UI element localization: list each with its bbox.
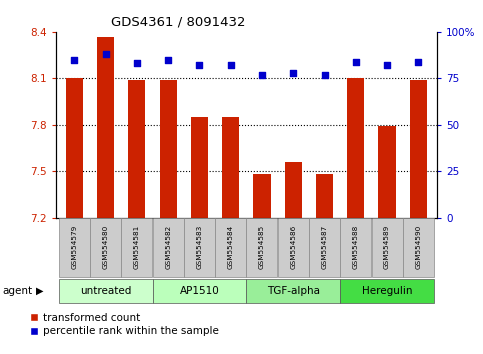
Text: GSM554580: GSM554580	[102, 225, 109, 269]
Bar	[128, 80, 145, 218]
Point	[227, 63, 235, 68]
Point	[71, 57, 78, 63]
Text: GSM554582: GSM554582	[165, 225, 171, 269]
Text: GSM554586: GSM554586	[290, 225, 296, 269]
Text: AP1510: AP1510	[180, 286, 219, 296]
Point	[383, 63, 391, 68]
Text: GDS4361 / 8091432: GDS4361 / 8091432	[112, 16, 246, 29]
Text: TGF-alpha: TGF-alpha	[267, 286, 320, 296]
FancyBboxPatch shape	[246, 279, 340, 303]
FancyBboxPatch shape	[215, 218, 246, 277]
Text: ▶: ▶	[36, 286, 43, 296]
Bar	[159, 80, 177, 218]
FancyBboxPatch shape	[371, 218, 402, 277]
FancyBboxPatch shape	[90, 218, 121, 277]
Text: GSM554581: GSM554581	[134, 225, 140, 269]
Bar	[410, 80, 427, 218]
Text: Heregulin: Heregulin	[362, 286, 412, 296]
Bar	[97, 36, 114, 218]
FancyBboxPatch shape	[153, 218, 184, 277]
Text: GSM554587: GSM554587	[322, 225, 327, 269]
Point	[102, 51, 110, 57]
Point	[164, 57, 172, 63]
Legend: transformed count, percentile rank within the sample: transformed count, percentile rank withi…	[29, 313, 219, 336]
Text: GSM554585: GSM554585	[259, 225, 265, 269]
FancyBboxPatch shape	[59, 218, 90, 277]
FancyBboxPatch shape	[121, 218, 152, 277]
Bar	[66, 78, 83, 218]
FancyBboxPatch shape	[340, 279, 434, 303]
FancyBboxPatch shape	[184, 218, 215, 277]
Bar	[316, 175, 333, 218]
Text: GSM554584: GSM554584	[227, 225, 234, 269]
Text: GSM554583: GSM554583	[197, 225, 202, 269]
Text: agent: agent	[2, 286, 32, 296]
FancyBboxPatch shape	[341, 218, 371, 277]
Bar	[222, 117, 239, 218]
FancyBboxPatch shape	[309, 218, 340, 277]
Bar	[254, 175, 270, 218]
Point	[414, 59, 422, 64]
FancyBboxPatch shape	[278, 218, 309, 277]
FancyBboxPatch shape	[58, 279, 153, 303]
Text: GSM554590: GSM554590	[415, 225, 421, 269]
FancyBboxPatch shape	[153, 279, 246, 303]
Point	[321, 72, 328, 78]
Point	[196, 63, 203, 68]
Point	[133, 61, 141, 66]
Point	[258, 72, 266, 78]
FancyBboxPatch shape	[403, 218, 434, 277]
Bar	[379, 126, 396, 218]
Bar	[284, 162, 302, 218]
Bar	[191, 117, 208, 218]
Text: GSM554588: GSM554588	[353, 225, 359, 269]
Point	[352, 59, 360, 64]
Point	[289, 70, 297, 76]
Bar	[347, 78, 364, 218]
Text: untreated: untreated	[80, 286, 131, 296]
Text: GSM554589: GSM554589	[384, 225, 390, 269]
FancyBboxPatch shape	[246, 218, 277, 277]
Text: GSM554579: GSM554579	[71, 225, 77, 269]
